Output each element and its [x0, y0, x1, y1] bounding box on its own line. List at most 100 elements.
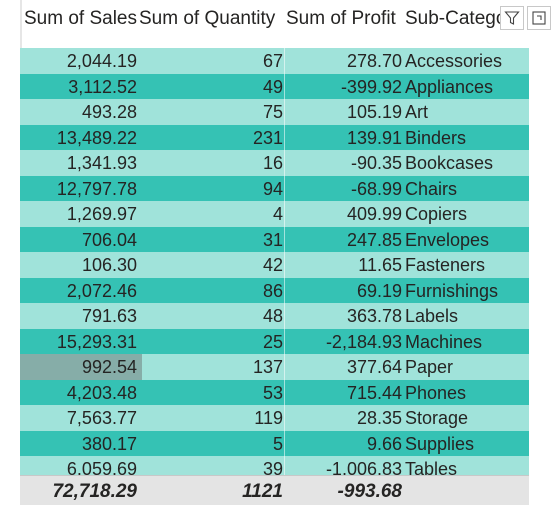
column-header-profit[interactable]: Sum of Profit	[286, 8, 396, 29]
table-row[interactable]: 791.63 48 363.78 Labels	[20, 303, 529, 329]
sales-cell: 706.04	[81, 229, 137, 250]
quantity-cell: 53	[262, 382, 283, 403]
total-profit: -993.68	[337, 481, 402, 502]
profit-cell: 139.91	[346, 127, 402, 148]
column-header-quantity[interactable]: Sum of Quantity	[139, 8, 276, 29]
profit-cell: -399.92	[340, 76, 402, 97]
sales-cell: 1,341.93	[66, 153, 137, 173]
table-visual[interactable]: Sum of Sales Sum of Quantity Sum of Prof…	[20, 0, 551, 505]
profit-cell: 28.35	[356, 408, 402, 428]
subcategory-cell: Phones	[405, 382, 467, 403]
table-row[interactable]: 1,341.93 16 -90.35 Bookcases	[20, 150, 529, 176]
table-body: 2,044.19 67 278.70 Accessories 3,112.52 49 -39…	[20, 48, 529, 482]
profit-cell: 715.44	[346, 382, 402, 403]
table-row[interactable]: 2,044.19 67 278.70 Accessories	[20, 48, 529, 74]
profit-cell: 11.65	[358, 255, 402, 275]
quantity-cell: 31	[262, 229, 283, 250]
subcategory-cell: Machines	[405, 331, 483, 352]
table-row[interactable]: 706.04 31 247.85 Envelopes	[20, 226, 529, 252]
sales-cell: 493.28	[81, 102, 137, 122]
quantity-cell: 5	[272, 433, 283, 454]
table-row[interactable]: 992.54 137 377.64 Paper	[20, 354, 529, 380]
profit-cell: 247.85	[346, 229, 402, 250]
quantity-cell: 86	[262, 280, 283, 301]
quantity-cell: 48	[262, 306, 283, 326]
sales-cell: 12,797.78	[56, 178, 137, 199]
column-separator	[284, 48, 285, 480]
visual-header-toolbar	[497, 6, 551, 34]
totals-row: 72,718.29 1121 -993.68	[20, 475, 529, 505]
sales-cell: 6,059.69	[66, 459, 137, 479]
table-row[interactable]: 493.28 75 105.19 Art	[20, 99, 529, 125]
sales-cell: 106.30	[81, 255, 137, 275]
quantity-cell: 4	[272, 204, 283, 224]
table-row[interactable]: 2,072.46 86 69.19 Furnishings	[20, 277, 529, 303]
subcategory-cell: Copiers	[405, 204, 468, 224]
table-row[interactable]: 15,293.31 25 -2,184.93 Machines	[20, 328, 529, 354]
subcategory-cell: Labels	[405, 306, 459, 326]
total-sales: 72,718.29	[52, 481, 137, 502]
total-quantity: 1121	[242, 481, 283, 502]
subcategory-cell: Tables	[405, 459, 458, 479]
table-row[interactable]: 13,489.22 231 139.91 Binders	[20, 124, 529, 150]
quantity-cell: 39	[262, 459, 283, 479]
table-row[interactable]: 4,203.48 53 715.44 Phones	[20, 379, 529, 405]
table-row[interactable]: 106.30 42 11.65 Fasteners	[20, 252, 529, 278]
filter-button[interactable]	[500, 6, 524, 30]
sales-cell: 13,489.22	[56, 127, 137, 148]
table-row[interactable]: 6,059.69 39 -1,006.83 Tables	[20, 456, 529, 482]
table-row[interactable]: 12,797.78 94 -68.99 Chairs	[20, 175, 529, 201]
sales-cell: 4,203.48	[66, 382, 137, 403]
sales-cell: 992.54	[81, 357, 137, 377]
profit-cell: -68.99	[350, 178, 402, 199]
table-row[interactable]: 7,563.77 119 28.35 Storage	[20, 405, 529, 431]
quantity-cell: 75	[262, 102, 283, 122]
profit-cell: 409.99	[346, 204, 402, 224]
sales-cell: 7,563.77	[66, 408, 137, 428]
quantity-cell: 25	[262, 331, 283, 352]
profit-cell: 69.19	[356, 280, 402, 301]
profit-cell: 105.19	[346, 102, 402, 122]
subcategory-cell: Binders	[405, 127, 467, 148]
table-row[interactable]: 1,269.97 4 409.99 Copiers	[20, 201, 529, 227]
profit-cell: -2,184.93	[325, 331, 402, 352]
quantity-cell: 137	[252, 357, 283, 377]
column-header-sales[interactable]: Sum of Sales	[24, 8, 137, 29]
quantity-cell: 231	[252, 127, 283, 148]
profit-cell: -90.35	[350, 153, 402, 173]
quantity-cell: 49	[262, 76, 283, 97]
subcategory-cell: Furnishings	[405, 280, 499, 301]
profit-cell: 363.78	[346, 306, 402, 326]
sales-cell: 2,044.19	[66, 51, 137, 71]
sales-cell: 1,269.97	[66, 204, 137, 224]
profit-cell: 9.66	[366, 433, 402, 454]
sales-cell: 15,293.31	[56, 331, 137, 352]
column-header-subcategory[interactable]: Sub-Category	[405, 8, 523, 29]
table-header: Sum of Sales Sum of Quantity Sum of Prof…	[24, 0, 551, 42]
subcategory-cell: Envelopes	[405, 229, 490, 250]
profit-cell: 377.64	[346, 357, 402, 377]
filter-icon	[504, 11, 520, 25]
subcategory-cell: Chairs	[405, 178, 458, 199]
subcategory-cell: Bookcases	[405, 153, 494, 173]
subcategory-cell: Accessories	[405, 51, 503, 71]
vertical-scroll-area[interactable]	[529, 42, 551, 505]
focus-mode-icon	[532, 11, 546, 25]
quantity-cell: 42	[262, 255, 283, 275]
sales-cell: 2,072.46	[66, 280, 137, 301]
quantity-cell: 119	[254, 408, 283, 428]
subcategory-cell: Appliances	[405, 76, 494, 97]
quantity-cell: 94	[262, 178, 283, 199]
table-row[interactable]: 3,112.52 49 -399.92 Appliances	[20, 73, 529, 99]
subcategory-cell: Fasteners	[405, 255, 486, 275]
highlighted-cell	[20, 354, 142, 380]
sales-cell: 380.17	[81, 433, 137, 454]
focus-mode-button[interactable]	[527, 6, 551, 30]
subcategory-cell: Supplies	[405, 433, 475, 454]
sales-cell: 3,112.52	[68, 76, 137, 97]
table-row[interactable]: 380.17 5 9.66 Supplies	[20, 430, 529, 456]
profit-cell: 278.70	[346, 51, 402, 71]
subcategory-cell: Art	[405, 102, 429, 122]
sales-cell: 791.63	[81, 306, 137, 326]
quantity-cell: 67	[262, 51, 283, 71]
